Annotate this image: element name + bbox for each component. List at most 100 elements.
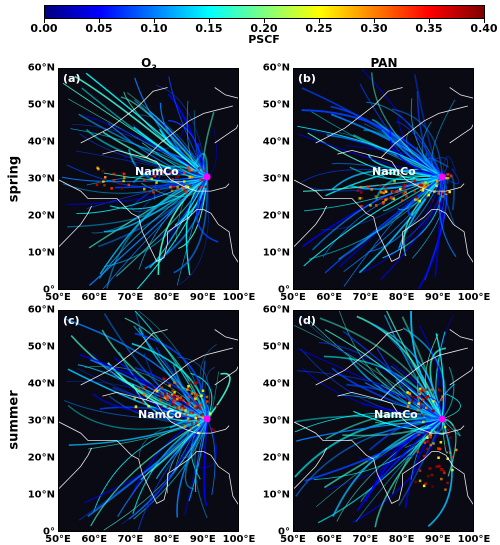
pscf-cell [142,393,145,397]
pscf-cell [421,182,425,185]
pscf-cell [429,435,432,439]
pscf-cell [179,416,183,419]
trajectory-line [435,333,445,420]
pscf-cell [437,202,440,205]
pscf-cell [171,389,174,393]
lat-tick-label: 40°N [27,136,55,148]
trajectory-map-c [59,311,238,531]
trajectory-line [315,418,443,508]
trajectory-line [177,356,210,420]
pscf-cell [171,395,174,398]
row-title-spring: spring [6,155,22,203]
pscf-cell [181,185,185,189]
trajectory-line [311,111,443,178]
pscf-cell [421,188,425,192]
pscf-cell [418,387,422,391]
site-marker [203,173,211,181]
pscf-cell [101,169,105,173]
site-label-c: NamCo [138,408,182,421]
pscf-cell [435,465,439,468]
lat-tick-label: 10°N [27,489,55,501]
pscf-cell [201,389,205,392]
pscf-cell [160,386,163,389]
pscf-cell [443,471,446,475]
pscf-cell [195,171,199,174]
pscf-cell [173,391,176,394]
pscf-cell [414,480,417,484]
pscf-cell [404,190,407,194]
pscf-cell [160,405,163,408]
pscf-cell [370,188,373,191]
pscf-cell [404,184,407,187]
colorbar-tick-mark [44,19,45,23]
trajectory-line [346,383,443,420]
trajectory-line [138,418,208,458]
trajectory-line [79,354,208,420]
pscf-cell [191,411,195,414]
pscf-cell [155,389,159,393]
pscf-cell [390,190,394,193]
lon-tick-label: 100°E [222,534,256,545]
lon-tick-label: 80°E [153,292,180,303]
column-title-o3: O3 [141,56,157,72]
lat-tick-label: 20°N [27,452,55,464]
trajectory-line [186,100,208,178]
pscf-cell [356,189,359,192]
trajectory-line [403,176,443,257]
lon-tick-label: 50°E [45,534,71,545]
pscf-cell [134,405,138,408]
coastline [80,87,168,144]
pscf-cell [360,197,363,200]
pscf-cell [175,171,178,175]
pscf-cell [145,190,149,194]
lon-tick-label: 80°E [388,292,415,303]
trajectory-line [135,311,208,420]
pscf-cell [441,190,444,194]
pscf-cell [177,414,180,417]
pscf-cell [426,183,430,187]
colorbar-tick-label: 0.00 [30,22,58,35]
pscf-cell [450,174,453,178]
pscf-cell [401,185,405,189]
lon-tick-label: 80°E [153,534,180,545]
trajectories [297,69,460,289]
pscf-cell [413,183,416,187]
lon-tick-label: 80°E [388,534,415,545]
trajectory-line [397,176,443,211]
pscf-cell [446,173,449,176]
pscf-cell [200,185,203,189]
pscf-cell [204,185,207,188]
pscf-cell [425,196,428,200]
colorbar-tick-mark [209,19,210,23]
pscf-cell [183,189,186,192]
coastline [294,205,327,247]
pscf-cell [190,168,194,172]
pscf-cell [166,397,169,401]
lat-tick-label: 60°N [262,62,290,74]
colorbar-tick-mark [99,19,100,23]
lat-tick-label: 50°N [262,99,290,111]
lon-tick-label: 70°E [352,292,379,303]
coastline [102,391,230,434]
pscf-cell [448,190,451,194]
colorbar-tick-label: 0.15 [195,22,223,35]
pscf-cell [449,436,452,439]
site-marker [438,173,446,181]
lon-tick-label: 60°E [81,534,108,545]
column-title-o3-main: O [141,56,152,70]
pscf-cell [160,394,163,398]
pscf-cell [172,185,175,189]
trajectory-line [312,176,443,251]
pscf-cell [194,393,198,396]
lon-tick-label: 50°E [280,292,306,303]
trajectories [61,72,219,289]
pscf-cell [420,388,424,392]
pscf-cell [189,184,192,187]
lat-tick-label: 40°N [262,136,290,148]
pscf-cell [406,391,409,394]
pscf-cell [196,415,199,418]
pscf-cell [173,397,177,400]
trajectory-line [121,418,208,525]
pscf-cell [175,176,178,180]
pscf-cell [375,204,378,207]
